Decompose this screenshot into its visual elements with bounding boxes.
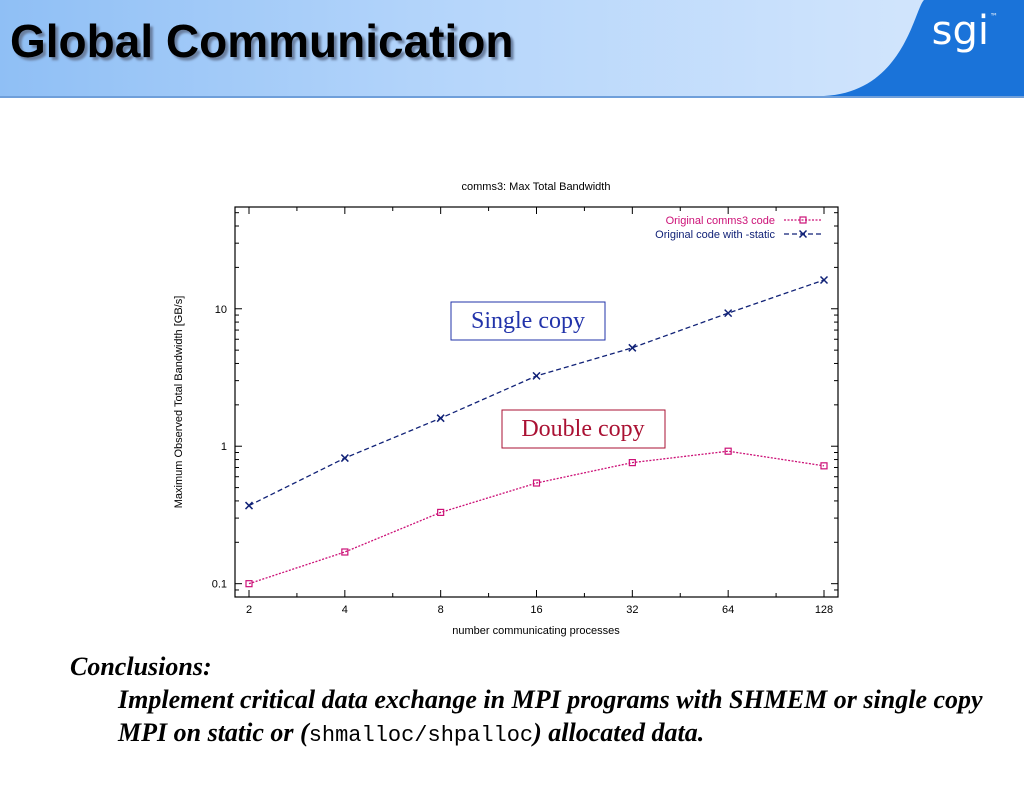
data-point — [532, 371, 541, 380]
header-swoosh — [824, 0, 1024, 96]
data-point-stroke — [819, 275, 829, 284]
data-point-stroke — [340, 454, 349, 463]
data-point — [724, 447, 732, 455]
data-point — [532, 479, 541, 487]
slide-header: Global Communication sgi™ — [0, 0, 1024, 98]
x-tick-label: 32 — [626, 604, 638, 616]
x-tick-label: 128 — [815, 604, 833, 616]
data-point-stroke — [724, 309, 733, 318]
x-tick-label: 4 — [342, 604, 348, 616]
conclusions-block: Conclusions: Implement critical data exc… — [70, 650, 1010, 752]
plot-frame — [234, 206, 839, 598]
data-point — [341, 548, 349, 556]
y-tick-label: 1 — [221, 441, 227, 453]
annotation-single-copy: Single copy — [450, 301, 606, 341]
conclusions-text: Implement critical data exchange in MPI … — [118, 685, 983, 747]
annotation-single-copy-box — [450, 301, 606, 341]
data-point — [437, 508, 445, 517]
data-point-stroke — [532, 371, 541, 380]
slide-title: Global Communication — [10, 15, 514, 67]
series-line-1 — [248, 450, 825, 585]
data-point — [436, 414, 445, 423]
chart-axes: 2 4 8 16 32 64 128 0.1 1 10 — [212, 207, 838, 616]
x-axis-label: number communicating processes — [452, 625, 620, 637]
sgi-logo: sgi™ — [931, 8, 998, 54]
legend-marker-stroke — [798, 229, 808, 239]
conclusions-body: Implement critical data exchange in MPI … — [70, 683, 1010, 752]
conclusions-code: shmalloc/shpalloc — [308, 723, 534, 748]
legend-marker — [798, 229, 808, 239]
annotation-single-copy-text: Single copy — [471, 308, 585, 334]
chart-title: comms3: Max Total Bandwidth — [462, 181, 611, 193]
annotation-double-copy: Double copy — [501, 409, 666, 449]
x-tick-label: 16 — [530, 604, 542, 616]
legend-label: Original code with -static — [655, 229, 775, 241]
data-point-stroke — [436, 414, 445, 423]
y-tick-label: 0.1 — [212, 579, 227, 591]
data-point — [340, 454, 349, 463]
data-point — [628, 343, 637, 352]
legend-label: Original comms3 code — [666, 215, 775, 227]
data-point — [724, 309, 733, 318]
annotation-double-copy-text: Double copy — [521, 416, 644, 442]
data-point — [819, 275, 829, 284]
chart-legend: Original comms3 code Original code with -… — [655, 215, 822, 241]
conclusions-text-end: ) allocated data. — [533, 718, 705, 747]
data-point — [244, 501, 254, 510]
x-tick-label: 8 — [438, 604, 444, 616]
y-axis-label: Maximum Observed Total Bandwidth [GB/s] — [173, 296, 185, 509]
y-tick-label: 10 — [215, 304, 227, 316]
data-point-stroke — [244, 501, 254, 510]
data-point — [245, 580, 253, 588]
x-tick-label: 64 — [722, 604, 734, 616]
data-point — [628, 459, 636, 467]
legend-marker — [799, 216, 807, 224]
conclusions-heading: Conclusions: — [70, 652, 212, 681]
series-layer — [244, 275, 829, 588]
data-point-stroke — [628, 343, 637, 352]
annotation-double-copy-box — [501, 409, 666, 449]
x-tick-label: 2 — [246, 604, 252, 616]
data-point — [820, 462, 828, 470]
